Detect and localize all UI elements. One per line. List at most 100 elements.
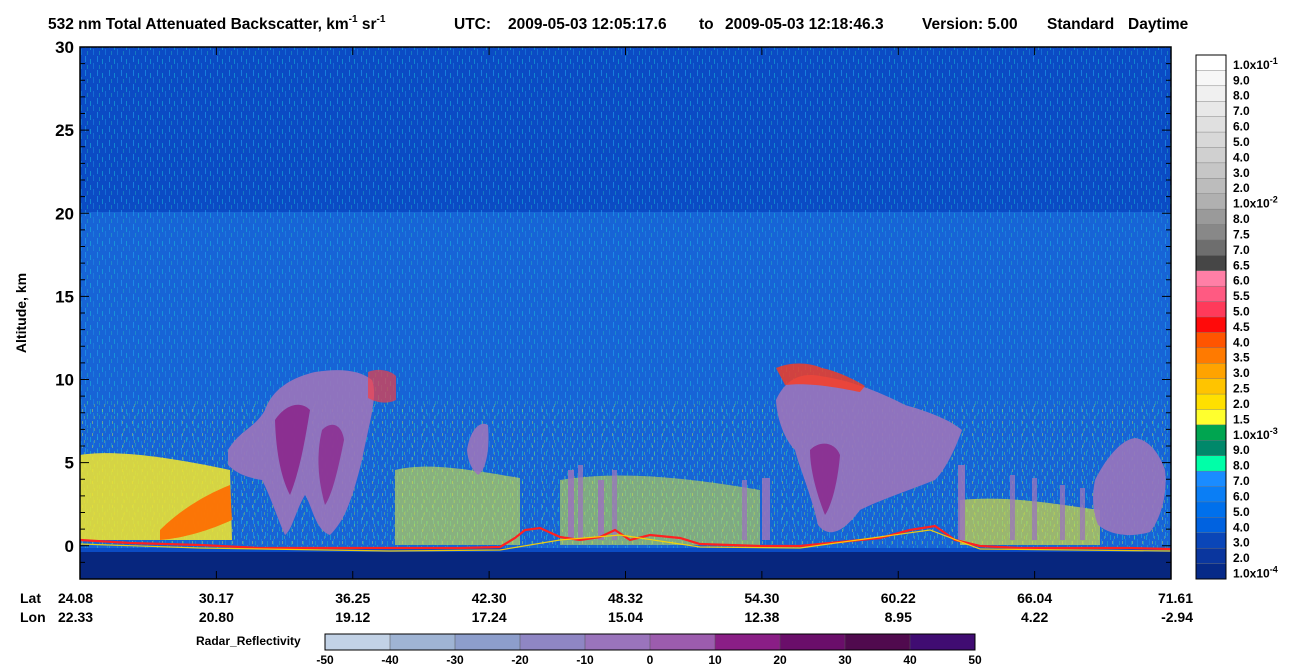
- colorbar-label: 4.0: [1233, 335, 1250, 349]
- precip-shaft-3: [598, 480, 604, 540]
- radar-colorbar-cell: [909, 633, 976, 651]
- colorbar-cell: [1195, 424, 1227, 441]
- radar-tick-label: -50: [316, 653, 334, 667]
- utc-end: 2009-05-03 12:18:46.3: [725, 16, 884, 33]
- lat-row-label: Lat: [20, 590, 41, 606]
- colorbar-label: 2.0: [1233, 181, 1250, 195]
- precip-shaft-6: [762, 478, 770, 540]
- colorbar-label: 1.0x10-4: [1233, 565, 1278, 581]
- utc-label: UTC:: [454, 16, 491, 33]
- lat-tick-label: 71.61: [1158, 590, 1193, 606]
- radar-tick-label: -20: [511, 653, 529, 667]
- colorbar-cell: [1195, 301, 1227, 318]
- colorbar-cell: [1195, 131, 1227, 148]
- surface-return-glow: [79, 529, 1172, 552]
- colorbar-cell: [1195, 547, 1227, 564]
- colorbar-cell: [1195, 101, 1227, 118]
- colorbar-label: 3.0: [1233, 166, 1250, 180]
- radar-colorbar-cell: [454, 633, 521, 651]
- y-tick-label: 10: [55, 371, 74, 390]
- version-label: Version: 5.00: [922, 16, 1018, 33]
- precip-shaft-5: [742, 480, 747, 540]
- y-tick-label: 5: [65, 454, 74, 473]
- radar-colorbar-cell: [779, 633, 846, 651]
- radar-tick-label: -10: [576, 653, 594, 667]
- colorbar-label: 1.0x10-1: [1233, 56, 1278, 72]
- colorbar-label: 9.0: [1233, 443, 1250, 457]
- colorbar-label: 7.0: [1233, 474, 1250, 488]
- radar-colorbar-cell: [519, 633, 586, 651]
- colorbar-label: 8.0: [1233, 212, 1250, 226]
- colorbar-label: 8.0: [1233, 89, 1250, 103]
- radar-core-3: [810, 443, 840, 515]
- colorbar-label: 5.5: [1233, 289, 1250, 303]
- radar-tick-label: 20: [773, 653, 787, 667]
- colorbar-cell: [1195, 363, 1227, 380]
- radar-cloud-2: [467, 423, 489, 475]
- radar-colorbar-cell: [844, 633, 911, 651]
- colorbar-cell: [1195, 116, 1227, 133]
- radar-tick-label: -40: [381, 653, 399, 667]
- colorbar-cell: [1195, 255, 1227, 272]
- colorbar-cell: [1195, 162, 1227, 179]
- colorbar-cell: [1195, 224, 1227, 241]
- colorbar-label: 1.0x10-2: [1233, 195, 1278, 211]
- colorbar-cell: [1195, 285, 1227, 302]
- colorbar-label: 6.0: [1233, 120, 1250, 134]
- radar-colorbar-cell: [714, 633, 781, 651]
- lon-row-label: Lon: [20, 609, 46, 625]
- lon-tick-label: 8.95: [885, 609, 912, 625]
- precip-shaft-10: [1060, 485, 1065, 540]
- radar-tick-label: -30: [446, 653, 464, 667]
- colorbar-label: 4.0: [1233, 520, 1250, 534]
- colorbar-label: 1.0x10-3: [1233, 426, 1278, 442]
- precip-shaft-7: [958, 465, 965, 540]
- colorbar-label: 2.0: [1233, 551, 1250, 565]
- lon-tick-label: 4.22: [1021, 609, 1048, 625]
- precip-shaft-1: [568, 470, 574, 540]
- precip-shaft-11: [1080, 488, 1085, 540]
- colorbar-cell: [1195, 563, 1227, 580]
- ice-top-3: [776, 363, 865, 392]
- utc-to: to: [699, 16, 714, 33]
- y-tick-label: 0: [65, 537, 74, 556]
- chart-title: 532 nm Total Attenuated Backscatter, km-…: [48, 14, 386, 33]
- colorbar-cell: [1195, 470, 1227, 487]
- colorbar-cell: [1195, 455, 1227, 472]
- speckle-upper: [80, 47, 1171, 212]
- colorbar-label: 2.5: [1233, 382, 1250, 396]
- colorbar-cell: [1195, 270, 1227, 287]
- colorbar-cell: [1195, 85, 1227, 102]
- y-tick-label: 25: [55, 121, 74, 140]
- radar-colorbar-cell: [649, 633, 716, 651]
- radar-core-1: [275, 404, 310, 495]
- colorbar-cell: [1195, 393, 1227, 410]
- colorbar-cell: [1195, 239, 1227, 256]
- radar-colorbar: Radar_Reflectivity -50 -40 -30 -20 -10 0 10 20 3…: [196, 633, 982, 667]
- surface-return: [79, 524, 1172, 551]
- colorbar-cell: [1195, 178, 1227, 195]
- colorbar-cell: [1195, 332, 1227, 349]
- colorbar-cell: [1195, 208, 1227, 225]
- colorbar-label: 3.5: [1233, 351, 1250, 365]
- colorbar-label: 7.0: [1233, 104, 1250, 118]
- radar-label: Radar_Reflectivity: [196, 634, 301, 648]
- lat-tick-label: 48.32: [608, 590, 643, 606]
- colorbar-label: 2.0: [1233, 397, 1250, 411]
- backscatter-colorbar: 1.0x10-19.08.07.06.05.04.03.02.01.0x10-2…: [1195, 54, 1278, 581]
- precip-shaft-9: [1032, 478, 1037, 540]
- lon-tick-label: 12.38: [744, 609, 779, 625]
- radar-core-1b: [318, 424, 344, 505]
- colorbar-cell: [1195, 193, 1227, 210]
- colorbar-cell: [1195, 347, 1227, 364]
- colorbar-label: 6.0: [1233, 489, 1250, 503]
- colorbar-label: 4.0: [1233, 150, 1250, 164]
- plot-area: [79, 46, 1172, 580]
- lat-tick-label: 30.17: [199, 590, 234, 606]
- precip-shaft-8: [1010, 475, 1015, 540]
- colorbar-cell: [1195, 316, 1227, 333]
- colorbar-cell: [1195, 517, 1227, 534]
- radar-colorbar-cell: [389, 633, 456, 651]
- radar-colorbar-cell: [324, 633, 391, 651]
- colorbar-label: 3.0: [1233, 366, 1250, 380]
